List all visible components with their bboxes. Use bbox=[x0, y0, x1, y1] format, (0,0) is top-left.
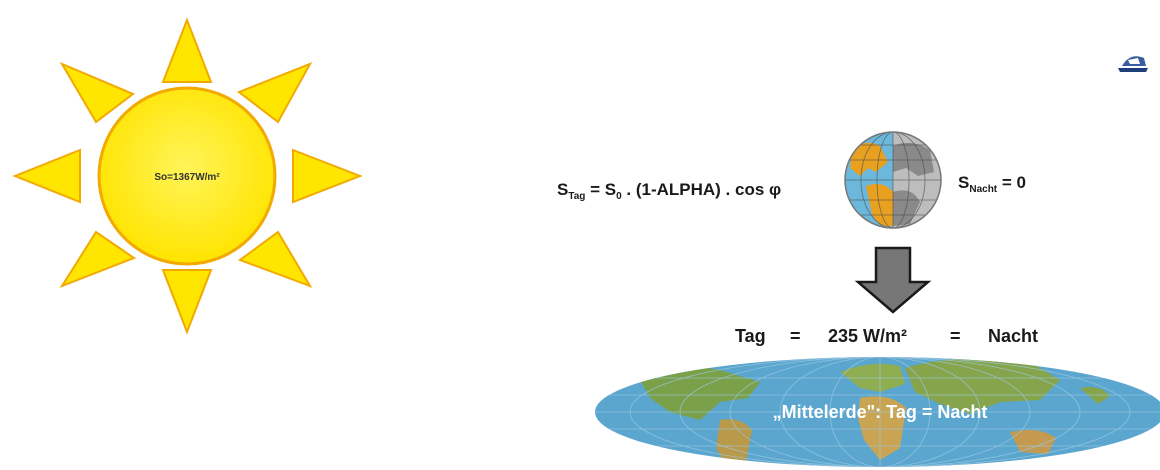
sun-icon: So=1367W/m² bbox=[12, 17, 363, 335]
sun-disc bbox=[97, 86, 277, 266]
formula-night: SNacht = 0 bbox=[958, 173, 1026, 195]
map-caption: „Mittelerde": Tag = Nacht bbox=[773, 402, 988, 422]
logo-icon bbox=[1118, 56, 1148, 72]
sun-rays bbox=[12, 17, 363, 335]
balance-left: Tag bbox=[735, 326, 766, 346]
balance-value: 235 W/m² bbox=[828, 326, 907, 346]
formula-day: STag = S0 . (1-ALPHA) . cos φ bbox=[557, 180, 781, 202]
balance-eq1: = bbox=[790, 326, 801, 346]
world-map-icon: „Mittelerde": Tag = Nacht bbox=[595, 357, 1160, 467]
balance-eq2: = bbox=[950, 326, 961, 346]
balance-line: Tag = 235 W/m² = Nacht bbox=[735, 326, 1038, 346]
balance-right: Nacht bbox=[988, 326, 1038, 346]
globe-icon bbox=[844, 131, 942, 229]
down-arrow-icon bbox=[854, 246, 932, 314]
solar-constant-label: So=1367W/m² bbox=[154, 172, 220, 183]
